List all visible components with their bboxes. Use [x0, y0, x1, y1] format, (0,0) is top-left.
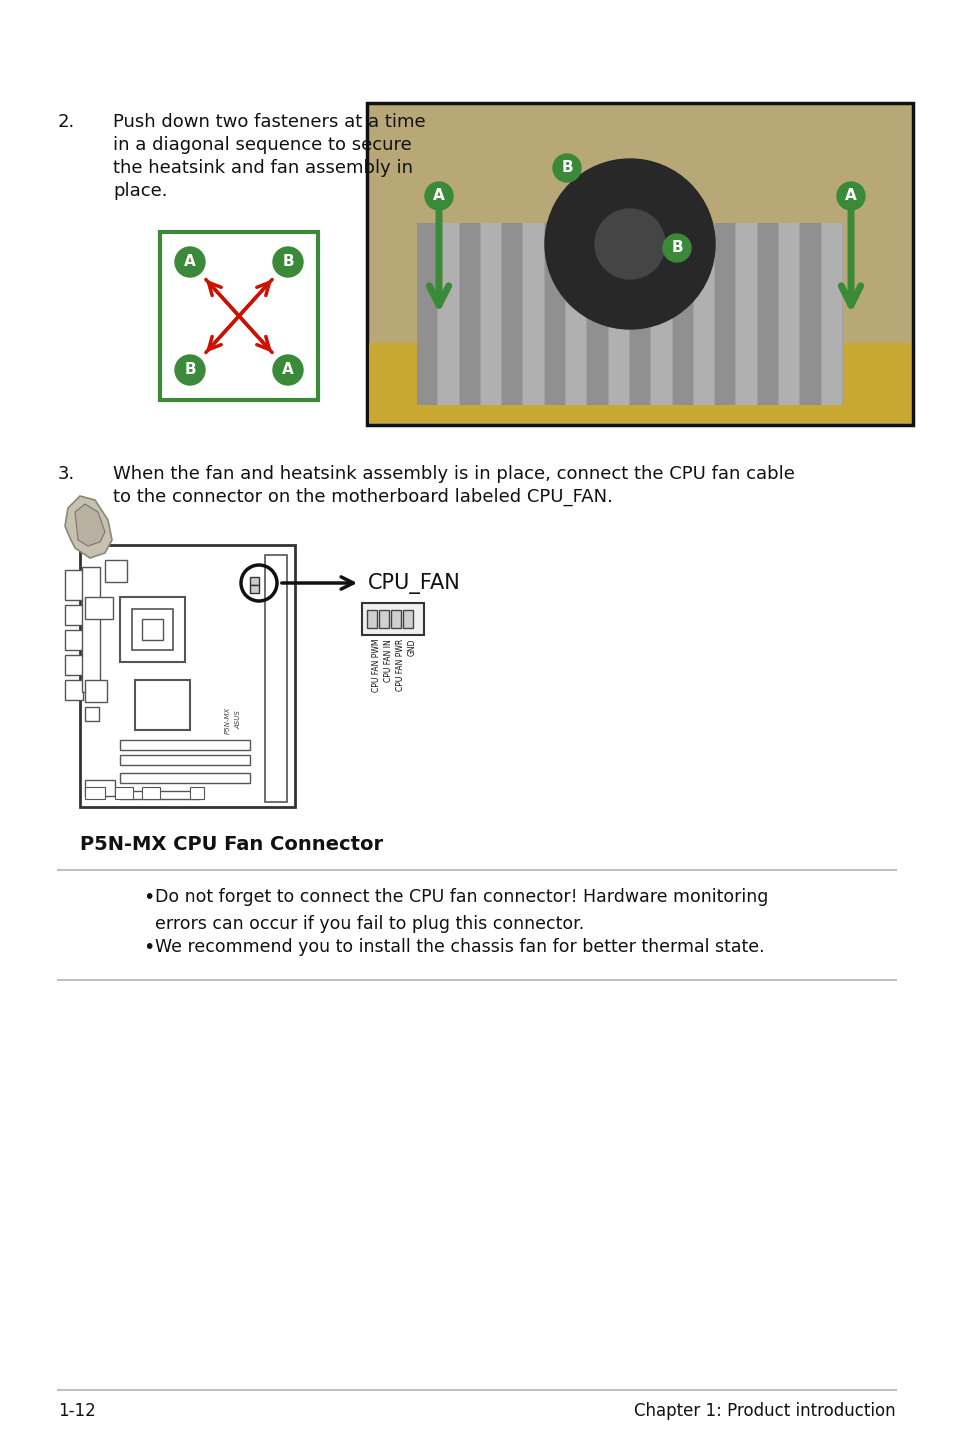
Circle shape	[553, 154, 580, 183]
Circle shape	[273, 355, 303, 385]
Text: 1-12: 1-12	[58, 1402, 95, 1419]
Bar	[65, 654, 83, 674]
Bar	[378, 610, 389, 628]
Bar	[80, 545, 294, 807]
Text: to the connector on the motherboard labeled CPU_FAN.: to the connector on the motherboard labe…	[112, 487, 612, 506]
Bar	[437, 223, 458, 406]
Bar	[265, 555, 287, 802]
Polygon shape	[75, 503, 105, 546]
Bar	[115, 787, 132, 800]
Bar	[120, 741, 250, 751]
Text: •: •	[143, 889, 154, 907]
Bar	[85, 680, 107, 702]
Bar	[65, 569, 83, 600]
Bar	[736, 223, 756, 406]
Polygon shape	[65, 496, 112, 558]
Bar	[120, 791, 200, 800]
Circle shape	[836, 183, 864, 210]
Bar	[250, 577, 258, 585]
Text: A: A	[282, 362, 294, 378]
Text: Do not forget to connect the CPU fan connector! Hardware monitoring: Do not forget to connect the CPU fan con…	[154, 889, 767, 906]
Bar	[821, 223, 841, 406]
Text: B: B	[671, 240, 682, 256]
Text: 3.: 3.	[58, 464, 75, 483]
Circle shape	[544, 160, 714, 329]
Text: CPU FAN IN: CPU FAN IN	[384, 638, 393, 682]
Bar	[367, 104, 912, 426]
Text: B: B	[184, 362, 195, 378]
Text: A: A	[844, 188, 856, 204]
Text: CPU FAN PWR: CPU FAN PWR	[395, 638, 405, 692]
Bar	[715, 223, 735, 406]
Bar	[85, 787, 105, 800]
Text: A: A	[184, 255, 195, 269]
Text: the heatsink and fan assembly in: the heatsink and fan assembly in	[112, 160, 413, 177]
Bar	[757, 223, 778, 406]
Text: B: B	[560, 161, 572, 175]
Bar	[120, 774, 250, 784]
Bar	[361, 603, 423, 636]
Bar	[190, 787, 204, 800]
Bar	[85, 597, 112, 618]
Bar	[416, 223, 842, 406]
Bar	[459, 223, 479, 406]
Text: CPU FAN PWM: CPU FAN PWM	[372, 638, 380, 693]
Text: CPU_FAN: CPU_FAN	[368, 572, 460, 594]
Bar	[565, 223, 586, 406]
Bar	[608, 223, 628, 406]
Bar	[587, 223, 607, 406]
Bar	[480, 223, 500, 406]
Bar	[523, 223, 543, 406]
Bar	[82, 567, 100, 692]
Bar	[402, 610, 413, 628]
Bar	[693, 223, 714, 406]
Text: B: B	[282, 255, 294, 269]
Circle shape	[662, 234, 690, 262]
Bar	[105, 559, 127, 582]
Bar	[672, 223, 692, 406]
Text: We recommend you to install the chassis fan for better thermal state.: We recommend you to install the chassis …	[154, 938, 763, 956]
Text: errors can occur if you fail to plug this connector.: errors can occur if you fail to plug thi…	[154, 915, 583, 933]
Bar	[629, 223, 650, 406]
Bar	[65, 630, 83, 650]
Bar	[120, 597, 185, 661]
Text: Chapter 1: Product introduction: Chapter 1: Product introduction	[634, 1402, 895, 1419]
Bar	[65, 605, 83, 626]
Bar	[135, 680, 190, 731]
Text: in a diagonal sequence to secure: in a diagonal sequence to secure	[112, 137, 412, 154]
Bar	[250, 585, 258, 592]
Text: •: •	[143, 938, 154, 958]
Bar	[416, 223, 436, 406]
Bar	[651, 223, 671, 406]
Circle shape	[424, 183, 453, 210]
Bar	[369, 344, 910, 423]
Bar	[142, 618, 163, 640]
Bar	[391, 610, 400, 628]
Text: P5N-MX CPU Fan Connector: P5N-MX CPU Fan Connector	[80, 835, 383, 854]
Bar	[85, 779, 115, 797]
Text: Push down two fasteners at a time: Push down two fasteners at a time	[112, 114, 425, 131]
Circle shape	[174, 355, 205, 385]
Bar	[85, 707, 99, 720]
Bar	[160, 232, 317, 400]
Bar	[142, 787, 160, 800]
Bar	[367, 610, 376, 628]
Circle shape	[174, 247, 205, 278]
Text: P5N-MX: P5N-MX	[225, 706, 231, 733]
Bar	[800, 223, 820, 406]
Bar	[132, 610, 172, 650]
Text: GND: GND	[408, 638, 416, 657]
Bar	[120, 755, 250, 765]
Text: 2.: 2.	[58, 114, 75, 131]
Bar	[779, 223, 799, 406]
Text: ASUS: ASUS	[234, 710, 241, 729]
Bar	[65, 680, 83, 700]
Text: When the fan and heatsink assembly is in place, connect the CPU fan cable: When the fan and heatsink assembly is in…	[112, 464, 794, 483]
Bar	[501, 223, 522, 406]
Text: A: A	[433, 188, 444, 204]
Circle shape	[595, 209, 664, 279]
Circle shape	[273, 247, 303, 278]
Bar	[544, 223, 564, 406]
Text: place.: place.	[112, 183, 168, 200]
